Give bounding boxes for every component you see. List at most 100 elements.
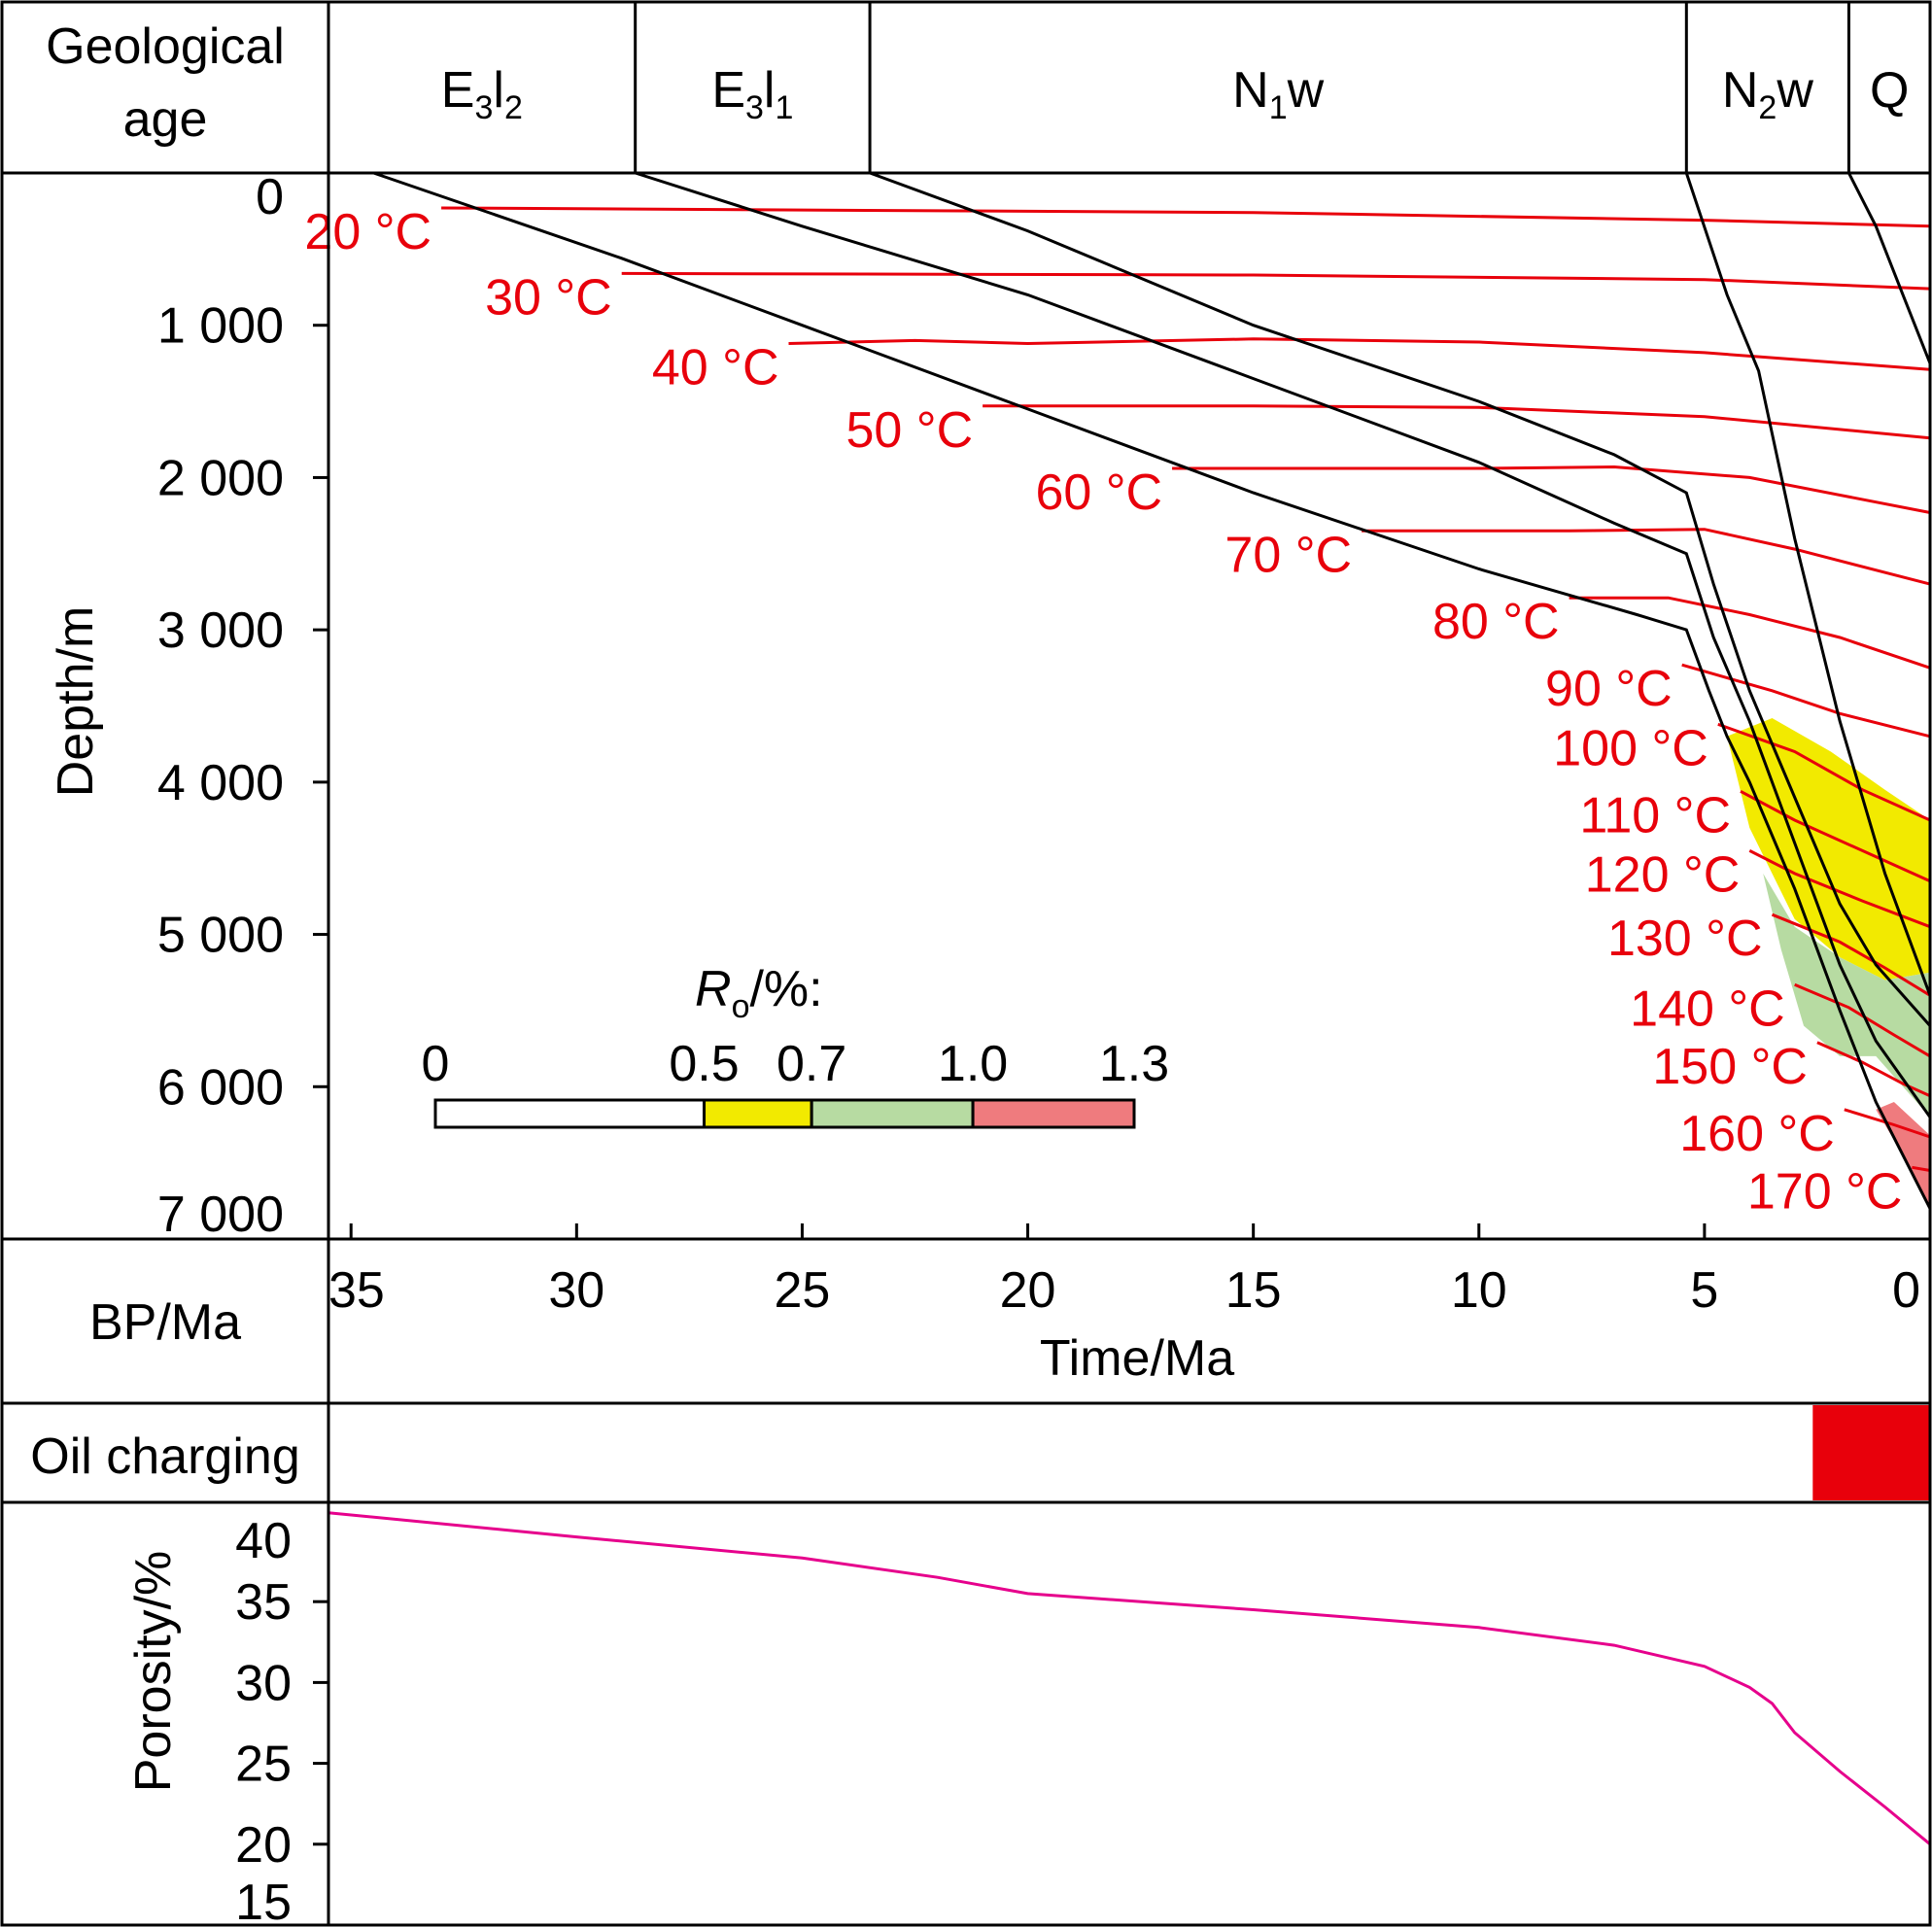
- formation-labels: E3l2 E3l1 N1w N2w Q: [441, 62, 1910, 126]
- header-row: Geological age E3l2 E3l1 N1w N2w Q: [46, 2, 1909, 173]
- porosity-tick-label: 20: [235, 1817, 292, 1874]
- time-tick-label: 35: [328, 1262, 385, 1319]
- burial-curve: [1684, 172, 1932, 996]
- depth-tick-label: 3 000: [157, 602, 284, 659]
- isotherm-label: 90 °C: [1545, 661, 1673, 717]
- depth-tick-label: 2 000: [157, 450, 284, 506]
- isotherm-label: 60 °C: [1035, 465, 1162, 521]
- ro-legend: Ro/%: 0 0.5 0.7 1.0 1.3: [422, 961, 1169, 1129]
- isotherm-label: 110 °C: [1579, 787, 1731, 843]
- porosity-tick-label: 30: [235, 1655, 292, 1711]
- burial-curve: [1847, 172, 1932, 364]
- bp-label: BP/Ma: [89, 1294, 241, 1351]
- isotherm-label: 20 °C: [304, 204, 431, 260]
- isotherm-line: [1771, 912, 1931, 997]
- isotherm-line: [621, 271, 1931, 291]
- isotherm-label: 130 °C: [1607, 911, 1763, 967]
- isotherm-labels: 20 °C 30 °C 40 °C 50 °C 60 °C 70 °C 80 °C 90 °C…: [304, 204, 1902, 1220]
- isotherm-line: [1816, 1041, 1931, 1098]
- depth-axis: 0 1 000 2 000 3 000 4 000 5 000 6 000 7 000: [157, 169, 328, 1243]
- porosity-tick-label: 40: [235, 1513, 292, 1569]
- ro-legend-tick: 0.7: [776, 1036, 846, 1092]
- time-tick-label: 20: [1000, 1262, 1056, 1319]
- time-axis: 35 30 25 20 15 10 5 0: [328, 1223, 1932, 1319]
- time-axis-row: BP/Ma 35 30 25 20 15 10 5 0 Time/Ma: [89, 1223, 1932, 1387]
- ro-legend-tick: 1.0: [938, 1036, 1008, 1092]
- isotherm-label: 30 °C: [485, 269, 612, 326]
- isotherm-label: 100 °C: [1553, 720, 1708, 776]
- isotherm-label: 140 °C: [1630, 981, 1785, 1037]
- isotherm-line: [1794, 982, 1931, 1058]
- formation-label: E3l2: [441, 62, 523, 126]
- formation-label: N2w: [1722, 62, 1813, 126]
- oil-charging-row: Oil charging: [30, 1405, 1930, 1500]
- isotherm-line: [1740, 789, 1931, 883]
- time-axis-title: Time/Ma: [1040, 1330, 1234, 1387]
- porosity-tick-label: 15: [235, 1875, 292, 1927]
- time-tick-label: 30: [548, 1262, 604, 1319]
- isotherm-label: 120 °C: [1585, 846, 1741, 903]
- time-tick-label: 5: [1690, 1262, 1718, 1319]
- ro-legend-tick: 1.3: [1099, 1036, 1169, 1092]
- isotherm-line: [1681, 663, 1931, 739]
- burial-chart: 20 °C 30 °C 40 °C 50 °C 60 °C 70 °C 80 °C 90 °C…: [48, 169, 1932, 1243]
- geological-age-label-line1: Geological: [46, 18, 285, 75]
- depth-axis-title: Depth/m: [48, 606, 104, 798]
- isotherm-label: 170 °C: [1747, 1163, 1903, 1220]
- ro-legend-bin: [703, 1098, 813, 1129]
- isotherm-line: [788, 337, 1931, 371]
- isotherm-label: 50 °C: [845, 402, 973, 459]
- isotherm-line: [1172, 465, 1931, 514]
- porosity-tick-label: 35: [235, 1574, 292, 1631]
- ro-legend-title: Ro/%:: [695, 961, 823, 1025]
- oil-charging-bars: [1812, 1405, 1930, 1500]
- isotherm-line: [1844, 1108, 1931, 1139]
- isotherm-label: 150 °C: [1652, 1039, 1808, 1095]
- isotherm-label: 70 °C: [1225, 527, 1352, 583]
- isotherm-line: [1748, 849, 1931, 929]
- depth-tick-label: 6 000: [157, 1059, 284, 1116]
- time-tick-label: 25: [775, 1262, 831, 1319]
- ro-legend-tick: 0: [422, 1036, 450, 1092]
- porosity-tick-label: 25: [235, 1737, 292, 1793]
- depth-tick-label: 1 000: [157, 298, 284, 355]
- porosity-axis-title: Porosity/%: [125, 1551, 182, 1793]
- time-tick-label: 10: [1451, 1262, 1507, 1319]
- formation-label: N1w: [1232, 62, 1324, 126]
- isotherm-line: [983, 404, 1931, 440]
- depth-tick-label: 5 000: [157, 908, 284, 964]
- ro-window-0.5-0.7: [1727, 718, 1930, 981]
- oil-charging-bar: [1812, 1405, 1930, 1500]
- formation-label: Q: [1870, 62, 1909, 119]
- geological-age-label-line2: age: [123, 91, 208, 148]
- isotherm-label: 40 °C: [652, 340, 779, 396]
- burial-curve: [869, 171, 1932, 1027]
- time-tick-label: 15: [1225, 1262, 1282, 1319]
- burial-curve: [635, 171, 1932, 1118]
- isotherm-line: [1569, 596, 1931, 670]
- ro-legend-bin: [433, 1098, 707, 1129]
- oil-charging-label: Oil charging: [30, 1428, 299, 1485]
- depth-tick-label: 4 000: [157, 755, 284, 811]
- isotherm-line: [1362, 528, 1931, 586]
- formation-dividers: [634, 2, 1850, 173]
- porosity-curve: [328, 1511, 1931, 1845]
- porosity-line: [328, 1511, 1931, 1845]
- ro-legend-tick: 0.5: [669, 1036, 739, 1092]
- isotherm-label: 80 °C: [1432, 594, 1560, 650]
- isotherm-line: [1912, 1165, 1931, 1172]
- ro-legend-bin: [971, 1098, 1136, 1129]
- depth-tick-label: 7 000: [157, 1187, 284, 1243]
- burial-curves: [372, 171, 1932, 1210]
- isotherm-line: [441, 206, 1931, 228]
- formation-label: E3l1: [711, 62, 793, 126]
- time-tick-label: 0: [1892, 1262, 1920, 1319]
- ro-legend-bin: [810, 1098, 975, 1129]
- depth-tick-label: 0: [256, 169, 284, 225]
- burial-curve: [372, 171, 1932, 1210]
- isotherm-lines: [441, 206, 1931, 1172]
